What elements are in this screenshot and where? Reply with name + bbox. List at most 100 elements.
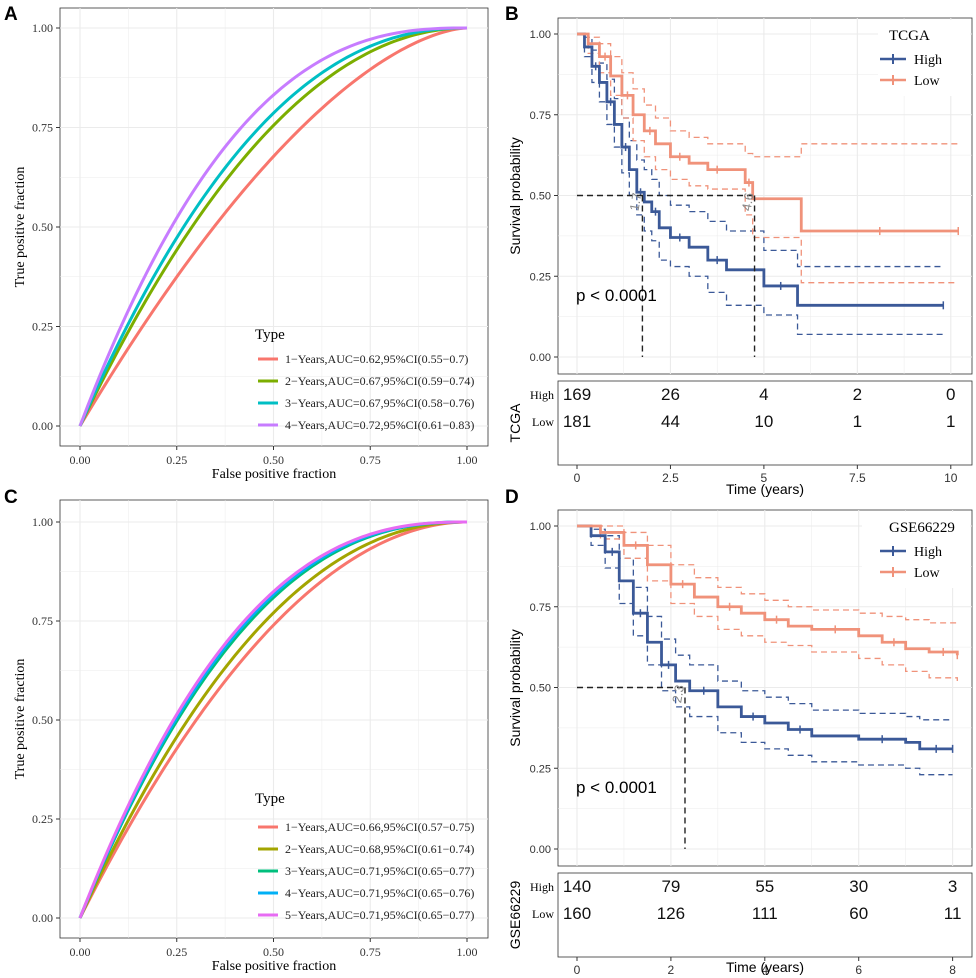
roc-curve-1 <box>78 520 468 919</box>
legend-label-1: 1−Years,AUC=0.66,95%CI(0.57−0.75) <box>285 820 474 834</box>
risk-count-high: 3 <box>948 877 957 896</box>
panel-label-b: B <box>505 4 519 25</box>
risk-count-low: 11 <box>944 904 962 923</box>
median-label: 1.7 <box>627 192 645 212</box>
x-tick-label: 8 <box>949 963 956 977</box>
x-ticks: 0 2 4 6 8 <box>574 957 956 977</box>
y-axis-label: True positive fraction <box>13 659 28 780</box>
x-tick-label: 0.75 <box>360 453 381 467</box>
legend-title: TCGA <box>889 28 930 44</box>
panel-label-d: D <box>505 487 519 508</box>
y-ticks: 0.00 0.25 0.50 0.75 1.00 <box>530 29 558 364</box>
roc-curve-3 <box>78 26 468 427</box>
legend-title: GSE66229 <box>889 520 955 536</box>
y-tick-label: 0.50 <box>32 220 53 234</box>
risk-row-label-high: High <box>530 880 554 894</box>
y-tick-label: 0.75 <box>530 602 551 614</box>
risk-count-low: 181 <box>563 412 591 431</box>
survival-curves: 1.7 4.6 <box>577 32 960 357</box>
median-label: 4.6 <box>739 192 757 212</box>
risk-count-low: 44 <box>661 412 680 431</box>
ci-upper-low <box>577 525 958 624</box>
risk-count-high: 140 <box>563 877 591 896</box>
risk-count-high: 30 <box>849 877 868 896</box>
y-tick-label: 0.00 <box>32 911 53 925</box>
y-ticks: 0.00 0.25 0.50 0.75 1.00 <box>32 515 60 925</box>
x-tick-label: 0 <box>574 963 581 977</box>
legend-title: Type <box>255 791 285 807</box>
roc-curve-1 <box>78 26 468 427</box>
y-ticks: 0.00 0.25 0.50 0.75 1.00 <box>32 21 60 433</box>
risk-table-values: 140 79 55 30 3 160 126 111 60 11 <box>563 877 962 923</box>
x-tick-label: 0 <box>574 471 581 485</box>
p-value: p < 0.0001 <box>576 778 657 797</box>
y-tick-label: 0.75 <box>32 121 53 135</box>
roc-curve-5 <box>78 520 467 919</box>
legend-label-5: 5−Years,AUC=0.71,95%CI(0.65−0.77) <box>285 908 474 922</box>
y-tick-label: 1.00 <box>530 521 551 533</box>
y-tick-label: 0.25 <box>530 763 551 775</box>
x-tick-label: 1.00 <box>457 945 478 959</box>
y-tick-label: 0.00 <box>530 844 551 856</box>
y-tick-label: 0.00 <box>32 419 53 433</box>
x-tick-label: 2 <box>668 963 675 977</box>
x-tick-label: 10 <box>944 471 958 485</box>
y-axis-label: Survival probability <box>507 137 523 255</box>
risk-count-low: 60 <box>849 904 868 923</box>
risk-count-high: 26 <box>661 385 680 404</box>
x-tick-label: 0.25 <box>166 453 187 467</box>
x-ticks: 0.00 0.25 0.50 0.75 1.00 <box>70 938 478 959</box>
x-tick-label: 0.00 <box>70 945 91 959</box>
y-tick-label: 0.25 <box>530 271 551 283</box>
risk-count-high: 169 <box>563 385 591 404</box>
survival-curve-high <box>577 32 944 307</box>
y-tick-label: 0.00 <box>530 352 551 364</box>
survival-curves: 2.3 <box>577 524 959 849</box>
x-tick-label: 7.5 <box>849 471 866 485</box>
legend-label-3: 3−Years,AUC=0.71,95%CI(0.65−0.77) <box>285 864 474 878</box>
x-tick-label: 0.75 <box>360 945 381 959</box>
x-ticks: 0.00 0.25 0.50 0.75 1.00 <box>70 446 478 467</box>
legend-low-label: Low <box>914 74 941 89</box>
y-tick-label: 1.00 <box>32 21 53 35</box>
risk-table-label: GSE66229 <box>507 881 523 950</box>
x-tick-label: 4 <box>761 963 768 977</box>
legend-low-label: Low <box>914 566 941 581</box>
risk-row-label-high: High <box>530 388 554 402</box>
y-tick-label: 0.50 <box>530 683 551 695</box>
survival-curve-low <box>577 524 959 656</box>
risk-count-high: 55 <box>755 877 774 896</box>
risk-row-label-low: Low <box>532 907 554 921</box>
y-tick-label: 0.75 <box>530 110 551 122</box>
x-tick-label: 0.00 <box>70 453 91 467</box>
y-tick-label: 0.50 <box>32 713 53 727</box>
roc-curves <box>78 26 468 427</box>
legend: GSE66229 High Low <box>862 512 970 588</box>
ci-upper-high <box>577 525 953 721</box>
legend: Type 1−Years,AUC=0.62,95%CI(0.55−0.7) 2−Y… <box>255 327 474 432</box>
y-tick-label: 0.50 <box>530 191 551 203</box>
ci-upper-low <box>577 33 959 158</box>
y-ticks: 0.00 0.25 0.50 0.75 1.00 <box>530 521 558 856</box>
risk-table-values: 169 26 4 2 0 181 44 10 1 1 <box>563 385 956 431</box>
km-panel-b: 1.7 4.6 0.00 0.25 0.50 0.75 1.00 Survival pro… <box>507 17 973 497</box>
legend: Type 1−Years,AUC=0.66,95%CI(0.57−0.75) 2−… <box>255 791 474 922</box>
p-value: p < 0.0001 <box>576 286 657 305</box>
legend-label-4: 4−Years,AUC=0.72,95%CI(0.61−0.83) <box>285 418 474 432</box>
y-axis-label: True positive fraction <box>13 167 28 288</box>
ci-lower-high <box>577 525 953 776</box>
x-axis-label: False positive fraction <box>212 467 336 482</box>
x-tick-label: 0.25 <box>166 945 187 959</box>
legend-label-2: 2−Years,AUC=0.67,95%CI(0.59−0.74) <box>285 374 474 388</box>
x-ticks: 0 2.5 5 7.5 10 <box>574 465 958 485</box>
roc-curves <box>78 520 468 919</box>
y-tick-label: 0.75 <box>32 614 53 628</box>
legend-label-1: 1−Years,AUC=0.62,95%CI(0.55−0.7) <box>285 352 468 366</box>
y-tick-label: 0.25 <box>32 320 53 334</box>
y-tick-label: 1.00 <box>32 515 53 529</box>
risk-count-low: 1 <box>946 412 955 431</box>
x-axis-label: Time (years) <box>726 959 804 975</box>
x-tick-label: 0.50 <box>263 453 284 467</box>
risk-count-high: 2 <box>853 385 862 404</box>
